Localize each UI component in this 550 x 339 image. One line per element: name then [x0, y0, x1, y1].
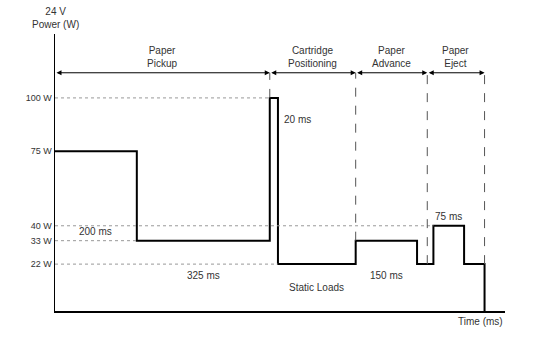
svg-text:24 VPower (W): 24 VPower (W) — [32, 6, 79, 30]
svg-text:PaperAdvance: PaperAdvance — [372, 45, 411, 69]
svg-text:22 W: 22 W — [31, 259, 53, 269]
svg-text:Static Loads: Static Loads — [289, 282, 344, 293]
svg-text:PaperEject: PaperEject — [442, 45, 469, 69]
svg-text:20 ms: 20 ms — [284, 114, 311, 125]
svg-text:PaperPickup: PaperPickup — [147, 45, 177, 69]
svg-text:75 W: 75 W — [31, 146, 53, 156]
svg-text:200 ms: 200 ms — [79, 226, 112, 237]
svg-text:Time (ms): Time (ms) — [458, 316, 503, 327]
svg-text:325 ms: 325 ms — [187, 270, 220, 281]
svg-text:33 W: 33 W — [31, 236, 53, 246]
svg-text:CartridgePositioning: CartridgePositioning — [288, 45, 337, 69]
svg-text:40 W: 40 W — [31, 221, 53, 231]
svg-text:100 W: 100 W — [26, 93, 53, 103]
svg-text:150 ms: 150 ms — [370, 270, 403, 281]
svg-text:75 ms: 75 ms — [435, 211, 462, 222]
